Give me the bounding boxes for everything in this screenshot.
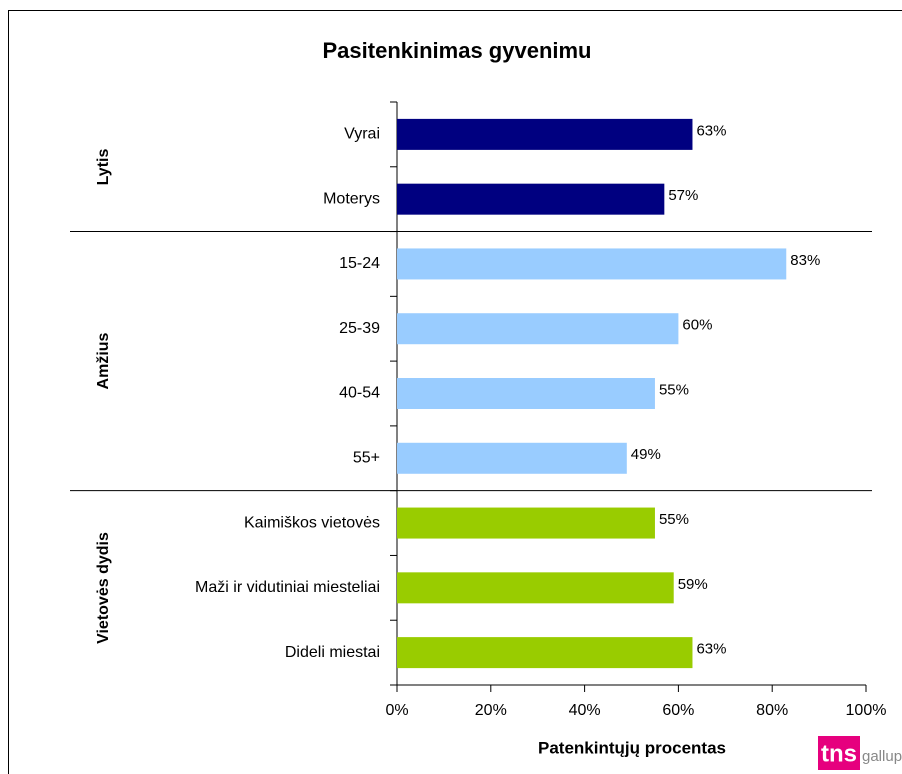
x-tick-label: 0% <box>385 702 408 719</box>
bar <box>397 118 693 150</box>
category-label: 15-24 <box>339 255 380 272</box>
value-label: 59% <box>678 576 708 593</box>
bar <box>397 442 627 474</box>
x-tick-label: 20% <box>475 702 507 719</box>
value-label: 55% <box>659 511 689 528</box>
chart-title: Pasitenkinimas gyvenimu <box>323 38 592 63</box>
category-label: Moterys <box>323 190 380 207</box>
value-label: 57% <box>668 187 698 204</box>
bar <box>397 313 679 345</box>
category-label: Kaimiškos vietovės <box>244 514 380 531</box>
bar <box>397 248 787 280</box>
bar <box>397 378 655 409</box>
bar <box>397 637 693 669</box>
bar <box>397 572 674 604</box>
bar <box>397 183 665 215</box>
category-label: 55+ <box>353 449 380 466</box>
group-label: Vietovės dydis <box>95 531 112 644</box>
value-label: 63% <box>696 641 726 658</box>
value-label: 63% <box>696 122 726 139</box>
bar <box>397 507 655 539</box>
frame <box>8 10 902 774</box>
category-label: Maži ir vidutiniai miesteliai <box>195 579 380 596</box>
value-label: 60% <box>682 317 712 334</box>
category-label: Vyrai <box>344 126 380 143</box>
value-label: 55% <box>659 381 689 398</box>
category-label: 40-54 <box>339 385 380 402</box>
value-label: 49% <box>631 446 661 463</box>
x-tick-label: 40% <box>569 702 601 719</box>
logo-suffix: gallup <box>862 748 902 765</box>
x-axis-label: Patenkintųjų procentas <box>538 738 726 757</box>
category-label: 25-39 <box>339 320 380 337</box>
group-label: Lytis <box>95 148 112 186</box>
category-label: Dideli miestai <box>285 644 380 661</box>
logo-box <box>818 736 860 770</box>
group-label: Amžius <box>95 332 112 390</box>
x-tick-label: 60% <box>662 702 694 719</box>
value-label: 83% <box>790 252 820 269</box>
x-tick-label: 100% <box>846 702 887 719</box>
x-tick-label: 80% <box>756 702 788 719</box>
logo-brand: tns <box>821 740 857 767</box>
